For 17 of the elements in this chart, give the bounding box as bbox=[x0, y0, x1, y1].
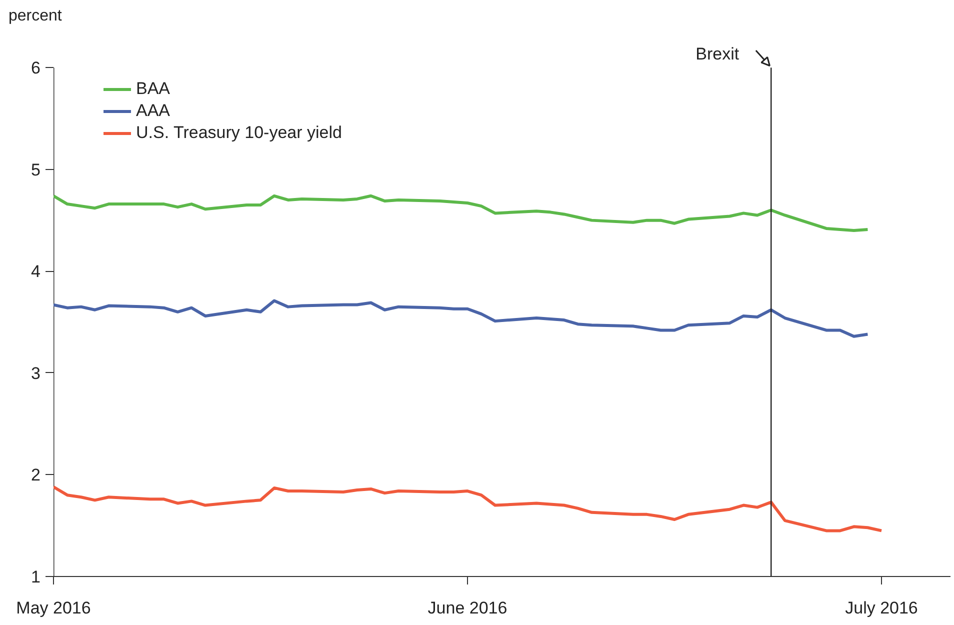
y-tick-label: 5 bbox=[31, 160, 41, 180]
legend-label: U.S. Treasury 10-year yield bbox=[136, 123, 342, 143]
line-series bbox=[54, 485, 883, 532]
legend-label: AAA bbox=[136, 101, 170, 121]
y-tick-label: 6 bbox=[31, 58, 41, 78]
y-tick-label: 1 bbox=[31, 568, 41, 586]
line-series bbox=[54, 299, 870, 338]
y-axis-title: percent bbox=[8, 8, 62, 24]
legend-label: BAA bbox=[136, 79, 170, 99]
ref-line-label: Brexit bbox=[696, 44, 740, 64]
y-tick-label: 4 bbox=[31, 262, 41, 282]
y-tick-label: 3 bbox=[31, 364, 41, 383]
x-tick-label: July 2016 bbox=[845, 598, 918, 618]
y-tick-label: 2 bbox=[31, 466, 41, 485]
line-series bbox=[54, 194, 870, 232]
x-tick-label: May 2016 bbox=[16, 598, 91, 618]
x-tick-label: June 2016 bbox=[428, 598, 508, 618]
